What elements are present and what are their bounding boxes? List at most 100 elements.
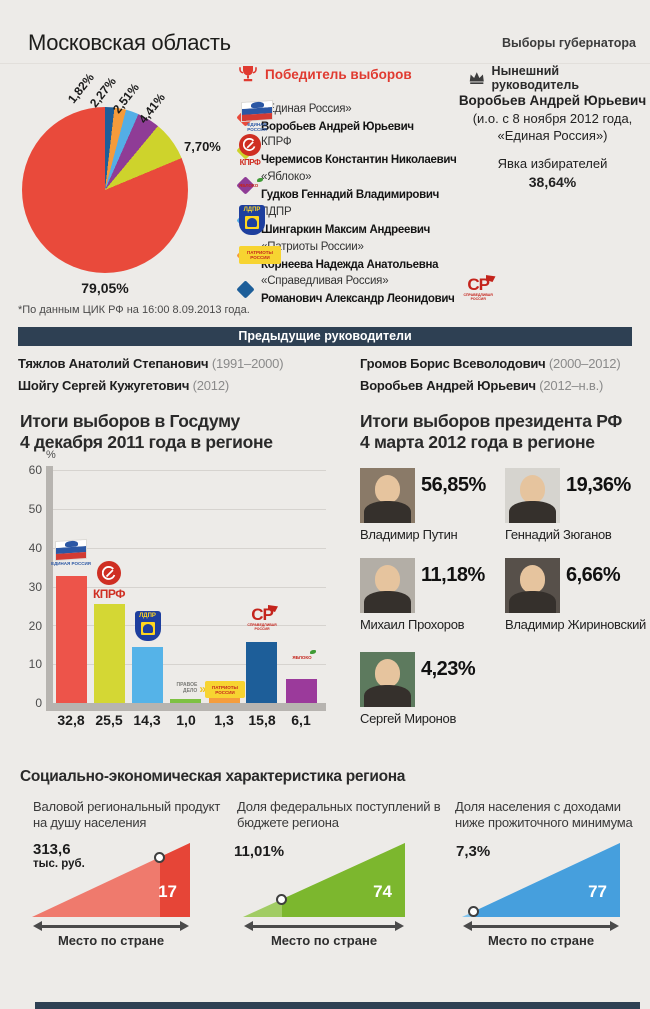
legend-party: «Яблоко»: [261, 171, 312, 183]
previous-leader: Воробьев Андрей Юрьевич (2012–н.в.): [360, 378, 604, 393]
current-leader-note1: (и.о. с 8 ноября 2012 года,: [472, 111, 633, 126]
legend-item-patriots: «Патриоты России» Корнеева Надежда Анато…: [236, 237, 489, 273]
bar-ldpr: [132, 647, 163, 703]
triangle-shape: [32, 843, 190, 917]
triangle-shape: [243, 843, 405, 917]
socio-value: 7,3%: [456, 843, 491, 860]
rank-marker-icon: [276, 893, 288, 905]
legend-person: Черемисов Константин Николаевич: [261, 154, 457, 166]
country-rank-axis-arrow: [244, 921, 404, 931]
bar-pravoe-delo: [170, 699, 201, 703]
rank-axis-label: Место по стране: [57, 933, 165, 948]
legend-person: Шингаркин Максим Андреевич: [261, 224, 431, 236]
yabloko-logo: ЯБЛОКО: [239, 183, 259, 188]
header: Московская область Выборы губернатора: [0, 0, 650, 64]
rank-number: 77: [588, 882, 607, 901]
bar-value: 6,1: [291, 712, 311, 728]
candidate-name: Владимир Путин: [360, 527, 458, 542]
triangle-dark-part: [473, 843, 620, 917]
bar-value: 14,3: [133, 712, 161, 728]
patriots-logo: ПАТРИОТЫ РОССИИ: [239, 246, 281, 264]
candidate-name: Владимир Жириновский: [505, 617, 647, 632]
triangle-shape: [462, 843, 620, 917]
sr-logo: СР СПРАВЕДЛИВАЯ РОССИЯ: [247, 605, 278, 631]
previous-leader: Тяжлов Анатолий Степанович (1991–2000): [18, 356, 284, 371]
y-tick: 50: [28, 502, 42, 516]
next-section-band: [35, 1002, 640, 1009]
rank-marker-icon: [467, 906, 479, 918]
previous-leader: Громов Борис Всеволодович (2000–2012): [360, 356, 621, 371]
y-tick: 20: [28, 619, 42, 633]
legend-item-spravedlivaya-rossiya: «Справедливая Россия» Романович Александ…: [236, 271, 496, 307]
gridline: [53, 625, 326, 626]
chevron-icon: »: [199, 681, 206, 696]
governor-pie: [22, 107, 188, 273]
kprf-logo: КПРФ: [89, 561, 129, 601]
legend-party: «Справедливая Россия»: [261, 275, 389, 287]
crown-icon: [469, 72, 484, 84]
united-russia-logo: ЕДИНАЯ РОССИЯ: [239, 100, 275, 132]
candidate-photo-putin: [360, 468, 415, 523]
candidate-name: Геннадий Зюганов: [505, 527, 612, 542]
socio-value-unit: тыс. руб.: [33, 858, 85, 870]
candidate-photo-mironov: [360, 652, 415, 707]
bar-yabloko: [286, 679, 317, 703]
winner-label: Победитель выборов: [265, 66, 412, 82]
socio-card-subtitle: Доля федеральных поступлений в бюджете р…: [237, 799, 441, 830]
y-tick: 30: [28, 580, 42, 594]
rank-axis-label: Место по стране: [487, 933, 595, 948]
diamond-icon: [236, 279, 255, 299]
legend-item-united-russia: «Единая Россия» Воробьев Андрей Юрьевич …: [236, 99, 489, 135]
triangle-dark-part: [159, 843, 190, 917]
sr-logo: СР СПРАВЕДЛИВАЯ РОССИЯ: [464, 275, 496, 301]
current-leader-header: Нынешний руководитель: [468, 64, 646, 92]
gridline: [53, 509, 326, 510]
kprf-logo: КПРФ: [239, 133, 261, 167]
bar-kprf: [94, 603, 125, 703]
ldpr-logo: ЛДПР: [239, 205, 265, 235]
rank-marker-icon: [154, 851, 166, 863]
bar-value: 1,3: [214, 712, 234, 728]
y-axis-unit: %: [46, 449, 56, 461]
winner-row: Победитель выборов: [238, 64, 412, 84]
candidate-photo-zyuganov: [505, 468, 560, 523]
legend-person: Корнеева Надежда Анатольевна: [261, 259, 439, 271]
socio-section-title: Социально-экономическая характеристика р…: [20, 768, 406, 785]
legend-person: Гудков Геннадий Владимирович: [261, 189, 440, 201]
legend-person: Воробьев Андрей Юрьевич: [261, 121, 414, 133]
bar-value: 32,8: [57, 712, 85, 728]
y-tick: 0: [35, 696, 42, 710]
gridline: [53, 587, 326, 588]
bar-value: 25,5: [95, 712, 123, 728]
gridline: [53, 548, 326, 549]
pie-label-united-russia: 79,05%: [81, 280, 129, 296]
patriots-logo: ПАТРИОТЫ РОССИИ: [205, 681, 245, 698]
bar-united-russia: [56, 575, 87, 703]
country-rank-axis-arrow: [33, 921, 189, 931]
bar-value: 1,0: [176, 712, 196, 728]
rank-number: 17: [158, 882, 177, 901]
bar-value: 15,8: [248, 712, 276, 728]
rank-number: 74: [373, 882, 392, 901]
candidate-percent: 4,23%: [421, 658, 476, 680]
candidate-percent: 19,36%: [566, 474, 631, 496]
triangle-dark-part: [281, 843, 405, 917]
socio-value: 313,6: [33, 841, 71, 858]
previous-leader: Шойгу Сергей Кужугетович (2012): [18, 378, 229, 393]
pie-label-kprf: 7,70%: [184, 139, 221, 154]
legend-party: «Единая Россия»: [261, 103, 352, 115]
yabloko-logo: ЯБЛОКО: [292, 655, 312, 660]
footnote: *По данным ЦИК РФ на 16:00 8.09.2013 год…: [18, 304, 250, 316]
trophy-icon: [239, 66, 257, 82]
duma-section-title: Итоги выборов в Госдуму 4 декабря 2011 г…: [20, 411, 273, 452]
gridline: [53, 664, 326, 665]
candidate-name: Михаил Прохоров: [360, 617, 465, 632]
turnout-value: 38,64%: [528, 174, 577, 190]
legend-item-ldpr: ЛДПР Шингаркин Максим Андреевич ЛДПР: [236, 202, 489, 238]
candidate-photo-prokhorov: [360, 558, 415, 613]
president-section-title: Итоги выборов президента РФ 4 марта 2012…: [360, 411, 623, 452]
rank-axis-label: Место по стране: [270, 933, 378, 948]
y-tick: 10: [28, 657, 42, 671]
socio-card-subtitle: Доля населения с доходами ниже прожиточн…: [455, 799, 633, 830]
header-subtitle: Выборы губернатора: [502, 36, 636, 50]
